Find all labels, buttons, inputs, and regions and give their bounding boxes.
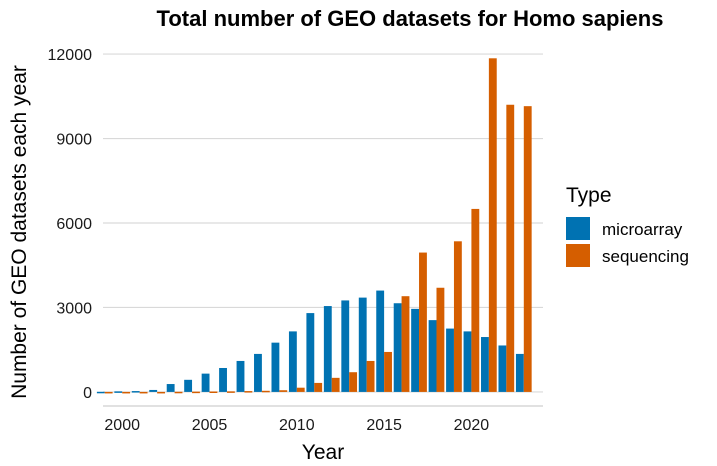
- x-tick-label: 2005: [192, 417, 228, 434]
- bar-microarray-2014: [358, 297, 367, 392]
- bar-sequencing-2010: [296, 387, 305, 392]
- bar-microarray-2007: [236, 360, 245, 392]
- bar-sequencing-2016: [401, 296, 410, 392]
- bar-sequencing-2011: [314, 382, 323, 392]
- x-tick-label: 2015: [366, 417, 402, 434]
- y-axis-title: Number of GEO datasets each year: [8, 65, 31, 399]
- bar-microarray-2023: [515, 353, 524, 392]
- bar-sequencing-2012: [331, 377, 340, 392]
- bar-microarray-2005: [201, 373, 210, 392]
- bar-microarray-2002: [149, 389, 158, 392]
- bar-microarray-2004: [184, 379, 193, 392]
- bar-sequencing-2018: [436, 287, 445, 392]
- bar-microarray-2006: [219, 367, 227, 392]
- bar-sequencing-1999: [104, 391, 113, 394]
- legend-title: Type: [566, 184, 612, 207]
- bar-sequencing-2005: [209, 391, 218, 394]
- bar-microarray-2009: [271, 342, 280, 392]
- bar-sequencing-2023: [523, 106, 532, 392]
- legend-swatch-sequencing: [566, 244, 590, 267]
- bar-microarray-2013: [341, 300, 350, 392]
- bar-sequencing-2009: [279, 390, 288, 392]
- y-tick-label: 6000: [56, 216, 92, 233]
- bar-microarray-2018: [428, 320, 437, 392]
- bar-sequencing-2015: [384, 351, 392, 392]
- legend-swatch-microarray: [566, 217, 590, 240]
- bar-sequencing-2007: [244, 391, 253, 393]
- chart-title: Total number of GEO datasets for Homo sa…: [157, 6, 664, 31]
- bars: [96, 58, 532, 394]
- bar-microarray-2011: [306, 313, 315, 392]
- bar-sequencing-2013: [349, 372, 358, 392]
- bar-sequencing-2017: [419, 252, 427, 392]
- bar-microarray-2016: [393, 303, 402, 392]
- bar-microarray-2019: [446, 328, 454, 392]
- bar-microarray-2017: [411, 308, 420, 392]
- bar-microarray-2003: [166, 384, 175, 392]
- y-tick-labels: 0 3000 6000 9000 12000: [48, 47, 93, 402]
- bar-microarray-2021: [481, 337, 489, 392]
- x-tick-labels: 2000 2005 2010 2015 2020: [104, 417, 489, 434]
- legend: Type microarray sequencing: [566, 184, 689, 267]
- bar-sequencing-2008: [261, 390, 270, 393]
- bar-sequencing-2001: [139, 391, 148, 394]
- bar-microarray-1999: [96, 391, 105, 394]
- bar-sequencing-2019: [453, 241, 462, 392]
- y-tick-label: 0: [83, 385, 92, 402]
- bar-sequencing-2003: [174, 391, 183, 394]
- y-tick-label: 9000: [56, 132, 92, 149]
- bar-sequencing-2022: [506, 104, 515, 392]
- legend-label-sequencing: sequencing: [602, 247, 689, 266]
- x-tick-label: 2020: [454, 417, 490, 434]
- bar-sequencing-2006: [226, 391, 235, 393]
- bar-microarray-2000: [114, 391, 123, 393]
- bar-microarray-2015: [376, 290, 385, 392]
- bar-microarray-2001: [131, 391, 140, 393]
- bar-microarray-2012: [323, 306, 332, 392]
- bar-sequencing-2004: [192, 391, 200, 394]
- bar-microarray-2010: [288, 331, 297, 392]
- bar-microarray-2008: [254, 353, 262, 392]
- legend-label-microarray: microarray: [602, 220, 683, 239]
- y-tick-label: 3000: [56, 300, 92, 317]
- x-tick-label: 2000: [104, 417, 140, 434]
- bar-sequencing-2002: [157, 391, 165, 394]
- bar-microarray-2022: [498, 345, 507, 392]
- bar-sequencing-2014: [366, 360, 375, 392]
- bar-sequencing-2020: [471, 208, 480, 392]
- y-tick-label: 12000: [48, 47, 93, 64]
- bar-sequencing-2021: [488, 58, 497, 392]
- bar-sequencing-2000: [122, 391, 131, 394]
- x-tick-label: 2010: [279, 417, 315, 434]
- bar-microarray-2020: [463, 331, 472, 392]
- x-axis-title: Year: [302, 441, 344, 464]
